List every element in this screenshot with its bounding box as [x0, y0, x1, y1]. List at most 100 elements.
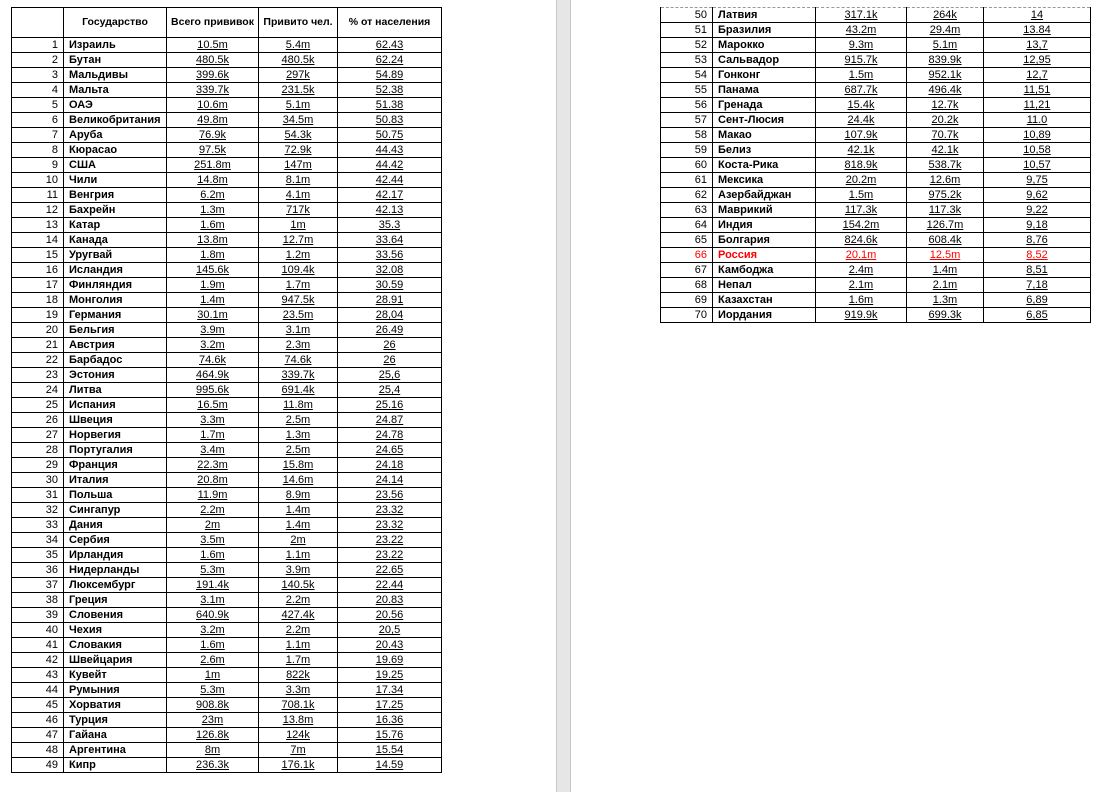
percent-population: 19.69: [337, 652, 442, 668]
percent-population: 51.38: [337, 97, 442, 113]
total-doses: 107.9k: [815, 127, 907, 143]
row-number: 1: [11, 37, 64, 53]
total-doses: 42.1k: [815, 142, 907, 158]
country-name: Польша: [63, 487, 167, 503]
row-number: 4: [11, 82, 64, 98]
total-doses: 2.6m: [166, 652, 259, 668]
table-row: 22 Барбадос 74.6k 74.6k 26: [11, 352, 442, 368]
vaccinated-people: 339.7k: [258, 367, 338, 383]
total-doses: 6.2m: [166, 187, 259, 203]
country-name: Бутан: [63, 52, 167, 68]
percent-population: 23.22: [337, 532, 442, 548]
country-name: Монголия: [63, 292, 167, 308]
percent-population: 23.32: [337, 517, 442, 533]
percent-population: 24.18: [337, 457, 442, 473]
table-row: 27 Норвегия 1.7m 1.3m 24.78: [11, 427, 442, 443]
total-doses: 2.4m: [815, 262, 907, 278]
total-doses: 1m: [166, 667, 259, 683]
vaccinated-people: 538.7k: [906, 157, 984, 173]
row-number: 70: [660, 307, 713, 323]
percent-population: 12,7: [983, 67, 1091, 83]
country-name: США: [63, 157, 167, 173]
vaccinated-people: 12.7k: [906, 97, 984, 113]
row-number: 21: [11, 337, 64, 353]
percent-population: 14.59: [337, 757, 442, 773]
vaccinated-people: 231.5k: [258, 82, 338, 98]
percent-population: 33.56: [337, 247, 442, 263]
percent-population: 22.65: [337, 562, 442, 578]
table-row: 13 Катар 1.6m 1m 35.3: [11, 217, 442, 233]
table-row: 61 Мексика 20.2m 12.6m 9,75: [660, 172, 1091, 188]
table-row: 62 Азербайджан 1.5m 975.2k 9,62: [660, 187, 1091, 203]
country-name: Италия: [63, 472, 167, 488]
row-number: 19: [11, 307, 64, 323]
header-total: Всего прививок: [166, 7, 259, 38]
country-name: Панама: [712, 82, 816, 98]
row-number: 55: [660, 82, 713, 98]
row-number: 12: [11, 202, 64, 218]
total-doses: 3.1m: [166, 592, 259, 608]
total-doses: 49.8m: [166, 112, 259, 128]
row-number: 17: [11, 277, 64, 293]
table-row: 23 Эстония 464.9k 339.7k 25,6: [11, 367, 442, 383]
percent-population: 24.87: [337, 412, 442, 428]
percent-population: 24.65: [337, 442, 442, 458]
vaccinated-people: 947.5k: [258, 292, 338, 308]
row-number: 8: [11, 142, 64, 158]
vaccinated-people: 2.3m: [258, 337, 338, 353]
total-doses: 191.4k: [166, 577, 259, 593]
country-name: Гренада: [712, 97, 816, 113]
table-row: 41 Словакия 1.6m 1.1m 20.43: [11, 637, 442, 653]
row-number: 28: [11, 442, 64, 458]
row-number: 47: [11, 727, 64, 743]
country-name: Сент-Люсия: [712, 112, 816, 128]
table-row: 19 Германия 30.1m 23.5m 28,04: [11, 307, 442, 323]
country-name: Гонконг: [712, 67, 816, 83]
vaccinated-people: 12.6m: [906, 172, 984, 188]
country-name: Чехия: [63, 622, 167, 638]
table-row: 40 Чехия 3.2m 2.2m 20,5: [11, 622, 442, 638]
vaccinated-people: 74.6k: [258, 352, 338, 368]
table-row: 15 Уругвай 1.8m 1.2m 33.56: [11, 247, 442, 263]
vaccinated-people: 42.1k: [906, 142, 984, 158]
table-row: 38 Греция 3.1m 2.2m 20.83: [11, 592, 442, 608]
total-doses: 3.2m: [166, 622, 259, 638]
row-number: 64: [660, 217, 713, 233]
vaccinated-people: 7m: [258, 742, 338, 758]
row-number: 27: [11, 427, 64, 443]
total-doses: 640.9k: [166, 607, 259, 623]
table-row: 17 Финляндия 1.9m 1.7m 30.59: [11, 277, 442, 293]
country-name: Сальвадор: [712, 52, 816, 68]
table-row: 69 Казахстан 1.6m 1.3m 6,89: [660, 292, 1091, 308]
total-doses: 1.6m: [166, 637, 259, 653]
vaccinated-people: 2.5m: [258, 442, 338, 458]
percent-population: 8,52: [983, 247, 1091, 263]
percent-population: 9,22: [983, 202, 1091, 218]
country-name: Болгария: [712, 232, 816, 248]
total-doses: 480.5k: [166, 52, 259, 68]
row-number: 7: [11, 127, 64, 143]
country-name: Румыния: [63, 682, 167, 698]
vaccinated-people: 14.6m: [258, 472, 338, 488]
vaccinated-people: 952.1k: [906, 67, 984, 83]
percent-population: 8,76: [983, 232, 1091, 248]
row-number: 24: [11, 382, 64, 398]
total-doses: 1.6m: [166, 547, 259, 563]
row-number: 63: [660, 202, 713, 218]
vaccinated-people: 5.1m: [258, 97, 338, 113]
row-number: 68: [660, 277, 713, 293]
percent-population: 42.17: [337, 187, 442, 203]
country-name: Чили: [63, 172, 167, 188]
row-number: 49: [11, 757, 64, 773]
total-doses: 16.5m: [166, 397, 259, 413]
vaccinated-people: 54.3k: [258, 127, 338, 143]
percent-population: 44.42: [337, 157, 442, 173]
total-doses: 2m: [166, 517, 259, 533]
country-name: Латвия: [712, 7, 816, 23]
table-row: 21 Австрия 3.2m 2.3m 26: [11, 337, 442, 353]
percent-population: 9,75: [983, 172, 1091, 188]
total-doses: 399.6k: [166, 67, 259, 83]
country-name: Уругвай: [63, 247, 167, 263]
country-name: Мальдивы: [63, 67, 167, 83]
table-row: 64 Индия 154.2m 126.7m 9,18: [660, 217, 1091, 233]
